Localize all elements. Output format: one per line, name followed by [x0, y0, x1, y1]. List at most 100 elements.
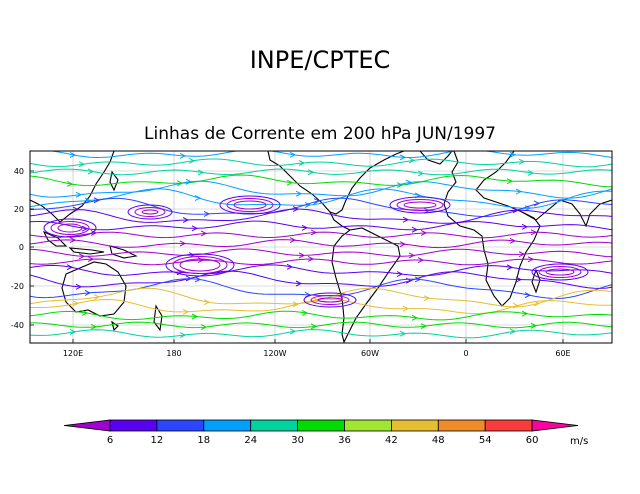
flow-arrow	[72, 206, 80, 213]
colorbar-label: 12	[151, 435, 164, 446]
flow-arrow	[521, 223, 529, 230]
flow-arrow	[509, 151, 517, 158]
flow-arrow	[423, 295, 431, 302]
streamline-gyre	[219, 195, 281, 215]
streamline-gyre	[303, 292, 357, 308]
flow-arrow	[295, 280, 303, 287]
streamline-gyre	[310, 295, 350, 305]
flow-arrow	[509, 328, 517, 335]
latitude-labels: 40 20 0 -20 -40	[11, 167, 34, 330]
flow-arrow	[408, 157, 416, 164]
flow-arrow	[179, 240, 187, 247]
flow-arrow	[69, 237, 77, 244]
colorbar-swatch	[203, 419, 252, 432]
flow-arrow	[289, 237, 297, 244]
flow-arrow	[66, 181, 74, 187]
colorbar-label: 6	[107, 435, 113, 446]
colorbar-label: 24	[244, 435, 257, 446]
latitude-label: 40	[14, 167, 24, 176]
flow-arrow	[307, 169, 315, 176]
flow-arrow	[515, 188, 523, 195]
streamline-gyre	[172, 256, 228, 274]
streamline	[30, 174, 612, 188]
flow-arrow	[78, 253, 86, 260]
streamline-gyre	[317, 297, 343, 303]
colorbar-label: 42	[385, 435, 398, 446]
streamline	[30, 321, 612, 329]
streamline-gyre	[389, 196, 451, 214]
streamline	[30, 168, 612, 176]
flow-arrow	[179, 332, 187, 339]
flow-arrow	[524, 292, 532, 299]
flow-arrow	[66, 264, 74, 271]
flow-arrow	[69, 328, 77, 335]
streamline-gyre	[396, 199, 444, 211]
colorbar-swatch	[390, 419, 439, 432]
flow-arrow	[399, 330, 407, 337]
colorbar-label: 54	[479, 435, 492, 446]
flow-arrow	[203, 210, 211, 217]
flow-arrow	[194, 195, 202, 201]
flow-arrow	[197, 257, 205, 264]
flow-arrow	[310, 323, 318, 330]
flow-arrow	[399, 154, 407, 161]
streamline-gyre	[127, 204, 173, 220]
flow-arrow	[203, 299, 211, 306]
flow-arrow	[292, 301, 300, 308]
flow-arrow	[518, 251, 526, 258]
streamline-gyre	[165, 253, 235, 277]
streamline	[30, 220, 612, 231]
colorbar-arrow-high	[531, 419, 579, 432]
colorbar-label: 48	[432, 435, 445, 446]
flow-arrow	[307, 256, 315, 262]
flow-arrow	[530, 229, 538, 236]
flow-arrow	[527, 256, 535, 263]
streamline	[30, 188, 612, 209]
colorbar-swatch	[250, 419, 298, 432]
flow-arrow	[414, 276, 422, 283]
flow-arrow	[200, 324, 208, 331]
streamline-gyre	[233, 200, 267, 210]
streamline-gyre	[50, 221, 90, 235]
flow-arrow	[399, 241, 407, 248]
flow-arrow	[405, 179, 413, 186]
latitude-label: -40	[11, 321, 24, 330]
flow-arrow	[191, 313, 199, 320]
streamline-gyre	[57, 223, 83, 233]
streamline	[30, 197, 612, 218]
flow-arrow	[527, 170, 535, 176]
flow-arrow	[530, 322, 538, 329]
longitude-label: 60E	[555, 349, 570, 358]
flow-arrow	[286, 179, 294, 186]
streamline	[30, 239, 612, 249]
flow-arrow	[200, 230, 208, 237]
streamline	[30, 264, 612, 277]
colorbar-units: m/s	[570, 436, 588, 447]
streamline-gyre	[531, 263, 589, 281]
flow-arrow	[509, 237, 517, 244]
flow-arrow	[191, 225, 199, 232]
flow-arrow	[417, 170, 425, 177]
flow-arrow	[295, 190, 303, 197]
colorbar-label: 36	[338, 435, 351, 446]
flow-arrow	[402, 216, 410, 223]
map-subtitle: Linhas de Corrente em 200 hPa JUN/1997	[144, 124, 496, 144]
flow-arrow	[87, 256, 95, 263]
flow-arrow	[87, 168, 95, 175]
streamline	[30, 158, 612, 168]
flow-arrow	[301, 224, 309, 231]
streamline	[30, 329, 612, 339]
flow-arrow	[521, 310, 529, 317]
flow-arrow	[84, 289, 92, 296]
streamline-gyre	[226, 198, 274, 212]
streamlines	[30, 151, 612, 339]
flow-arrow	[506, 178, 514, 185]
page-title: INPE/CPTEC	[250, 46, 391, 74]
flow-arrow	[75, 283, 83, 290]
streamline-gyre	[43, 218, 97, 238]
flow-arrow	[188, 157, 196, 164]
longitude-label: 0	[463, 349, 468, 358]
coastlines	[30, 151, 612, 343]
flow-arrow	[182, 308, 190, 315]
flow-arrow	[313, 297, 321, 304]
